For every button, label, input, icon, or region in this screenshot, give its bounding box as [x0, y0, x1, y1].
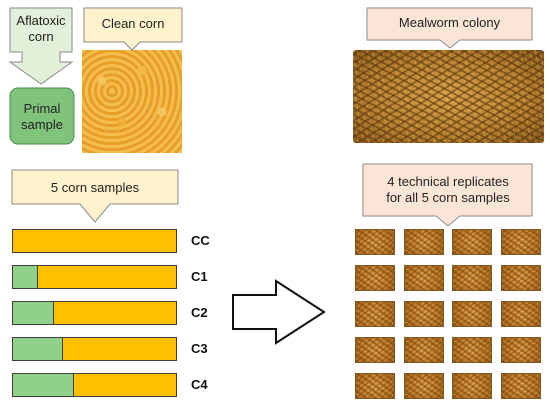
sample-bar-c3 [12, 337, 177, 361]
replicate-cell [404, 229, 444, 255]
replicates-callout-shape [362, 163, 533, 227]
corn-photo [82, 50, 182, 153]
sample-bar-c1 [12, 265, 177, 289]
aflatoxic-corn-shape [8, 7, 74, 85]
replicate-cell [452, 265, 492, 291]
sample-bar-c4 [12, 373, 177, 397]
five-corn-samples-label: 5 corn samples [50, 180, 140, 195]
replicate-cell [355, 265, 395, 291]
primal-sample-label: Primal sample [21, 101, 63, 132]
replicate-cell [404, 373, 444, 399]
sample-label-c3: C3 [191, 341, 208, 356]
mealworm-callout-shape [366, 7, 533, 49]
sample-label-c4: C4 [191, 377, 208, 392]
replicate-cell [404, 337, 444, 363]
replicate-cell [355, 301, 395, 327]
primal-sample-shape [9, 87, 75, 145]
replicate-cell [452, 337, 492, 363]
replicate-cell [501, 373, 541, 399]
clean-corn-callout-shape [83, 7, 183, 51]
replicate-cell [355, 373, 395, 399]
sample-bar-c2 [12, 301, 177, 325]
mealworm-photo [353, 50, 544, 143]
replicate-cell [501, 265, 541, 291]
sample-label-c1: C1 [191, 269, 208, 284]
replicate-cell [452, 373, 492, 399]
replicate-cell [501, 301, 541, 327]
aflatoxic-portion [13, 338, 63, 360]
aflatoxic-portion [13, 374, 74, 396]
aflatoxic-portion [13, 302, 54, 324]
replicate-cell [501, 337, 541, 363]
replicate-cell [452, 229, 492, 255]
right-arrow-icon [232, 279, 326, 345]
replicates-label: 4 technical replicates for all 5 corn sa… [386, 174, 510, 205]
mealworm-colony-label: Mealworm colony [398, 15, 501, 30]
sample-label-c2: C2 [191, 305, 208, 320]
replicate-cell [355, 337, 395, 363]
replicate-cell [452, 301, 492, 327]
aflatoxic-corn-label: Aflatoxic corn [16, 13, 66, 44]
aflatoxic-portion [13, 266, 38, 288]
sample-bar-cc [12, 229, 177, 253]
replicate-cell [355, 229, 395, 255]
five-samples-callout-shape [11, 169, 179, 223]
clean-corn-label: Clean corn [101, 16, 165, 31]
replicate-cell [501, 229, 541, 255]
replicate-cell [404, 301, 444, 327]
replicate-cell [404, 265, 444, 291]
sample-label-cc: CC [191, 233, 210, 248]
